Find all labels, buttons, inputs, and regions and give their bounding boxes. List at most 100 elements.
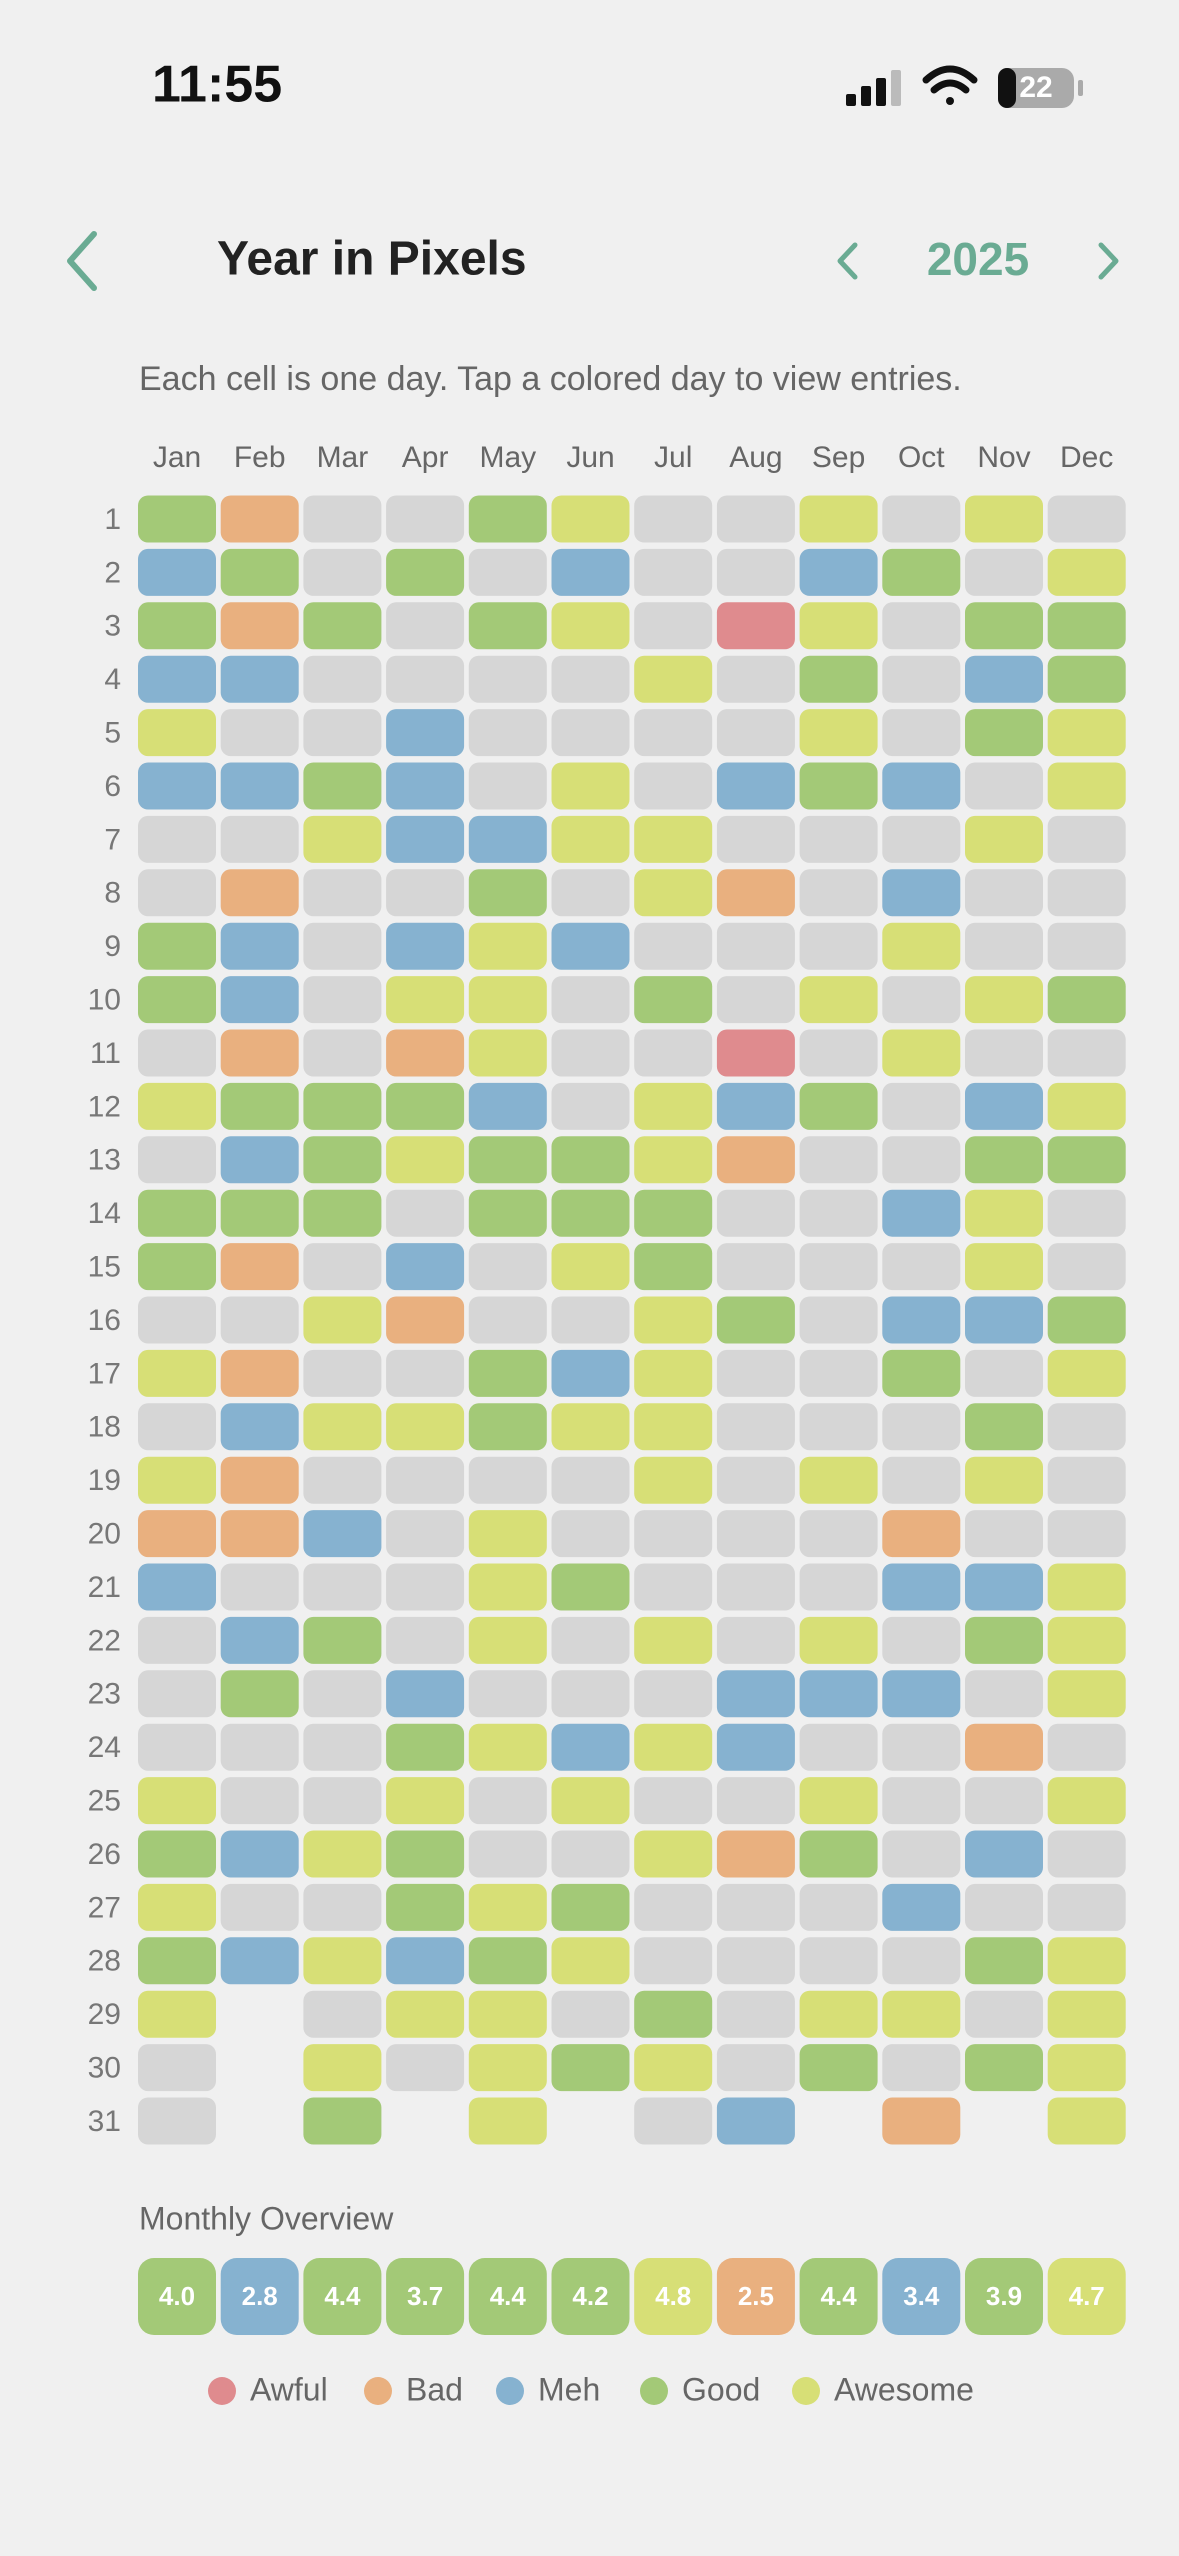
day-cell[interactable] [551,2044,630,2092]
day-cell[interactable] [220,1349,299,1397]
day-cell[interactable] [1047,2097,1126,2145]
day-cell[interactable] [799,1777,878,1825]
day-cell[interactable] [799,495,878,543]
day-cell[interactable] [1047,762,1126,810]
day-cell[interactable] [634,1830,713,1878]
day-cell[interactable] [551,548,630,596]
day-cell[interactable] [220,1403,299,1451]
day-cell[interactable] [220,1830,299,1878]
back-button[interactable] [67,231,97,291]
day-cell[interactable] [1047,1777,1126,1825]
day-cell[interactable] [303,2097,382,2145]
day-cell[interactable] [220,976,299,1024]
day-cell[interactable] [303,1189,382,1237]
day-cell[interactable] [716,762,795,810]
day-cell[interactable] [551,1349,630,1397]
day-cell[interactable] [138,922,216,970]
day-cell[interactable] [386,1883,465,1931]
day-cell[interactable] [551,922,630,970]
day-cell[interactable] [634,655,713,703]
day-cell[interactable] [799,1830,878,1878]
day-cell[interactable] [965,976,1043,1024]
day-cell[interactable] [965,1296,1043,1344]
day-cell[interactable] [1047,1349,1126,1397]
day-cell[interactable] [716,1670,795,1718]
day-cell[interactable] [634,1082,713,1130]
day-cell[interactable] [220,762,299,810]
day-cell[interactable] [468,1723,547,1771]
day-cell[interactable] [386,1029,465,1077]
day-cell[interactable] [965,1616,1043,1664]
day-cell[interactable] [138,602,216,650]
day-cell[interactable] [303,602,382,650]
day-cell[interactable] [551,815,630,863]
day-cell[interactable] [303,1136,382,1184]
day-cell[interactable] [138,1830,216,1878]
day-cell[interactable] [386,1937,465,1985]
day-cell[interactable] [716,602,795,650]
day-cell[interactable] [386,1403,465,1451]
day-cell[interactable] [1047,1616,1126,1664]
day-cell[interactable] [220,1616,299,1664]
day-cell[interactable] [799,1616,878,1664]
day-cell[interactable] [220,1937,299,1985]
day-cell[interactable] [138,1777,216,1825]
day-cell[interactable] [965,1189,1043,1237]
day-cell[interactable] [799,762,878,810]
next-year-button[interactable] [1098,242,1119,280]
day-cell[interactable] [882,1670,961,1718]
day-cell[interactable] [551,762,630,810]
day-cell[interactable] [882,1563,961,1611]
day-cell[interactable] [799,655,878,703]
day-cell[interactable] [386,815,465,863]
day-cell[interactable] [634,1616,713,1664]
day-cell[interactable] [468,1883,547,1931]
day-cell[interactable] [1047,1563,1126,1611]
day-cell[interactable] [1047,1136,1126,1184]
day-cell[interactable] [716,1830,795,1878]
day-cell[interactable] [468,1082,547,1130]
day-cell[interactable] [1047,548,1126,596]
day-cell[interactable] [882,1029,961,1077]
day-cell[interactable] [468,1563,547,1611]
day-cell[interactable] [965,495,1043,543]
day-cell[interactable] [468,1029,547,1077]
day-cell[interactable] [468,815,547,863]
day-cell[interactable] [551,1563,630,1611]
day-cell[interactable] [716,1136,795,1184]
day-cell[interactable] [551,1723,630,1771]
day-cell[interactable] [882,1349,961,1397]
day-cell[interactable] [138,1349,216,1397]
day-cell[interactable] [138,1937,216,1985]
day-cell[interactable] [1047,976,1126,1024]
day-cell[interactable] [551,1189,630,1237]
day-cell[interactable] [716,869,795,917]
day-cell[interactable] [220,495,299,543]
day-cell[interactable] [634,1723,713,1771]
day-cell[interactable] [220,869,299,917]
day-cell[interactable] [799,709,878,757]
day-cell[interactable] [965,1456,1043,1504]
day-cell[interactable] [468,1616,547,1664]
day-cell[interactable] [965,602,1043,650]
day-cell[interactable] [799,976,878,1024]
day-cell[interactable] [1047,2044,1126,2092]
day-cell[interactable] [138,1563,216,1611]
day-cell[interactable] [138,709,216,757]
day-cell[interactable] [220,1082,299,1130]
day-cell[interactable] [303,762,382,810]
day-cell[interactable] [965,1243,1043,1291]
day-cell[interactable] [468,1189,547,1237]
day-cell[interactable] [303,1830,382,1878]
day-cell[interactable] [1047,1937,1126,1985]
day-cell[interactable] [303,1296,382,1344]
day-cell[interactable] [220,1510,299,1558]
day-cell[interactable] [220,1456,299,1504]
day-cell[interactable] [386,1136,465,1184]
day-cell[interactable] [1047,1082,1126,1130]
day-cell[interactable] [468,2044,547,2092]
day-cell[interactable] [799,1082,878,1130]
day-cell[interactable] [468,2097,547,2145]
day-cell[interactable] [220,655,299,703]
day-cell[interactable] [965,2044,1043,2092]
